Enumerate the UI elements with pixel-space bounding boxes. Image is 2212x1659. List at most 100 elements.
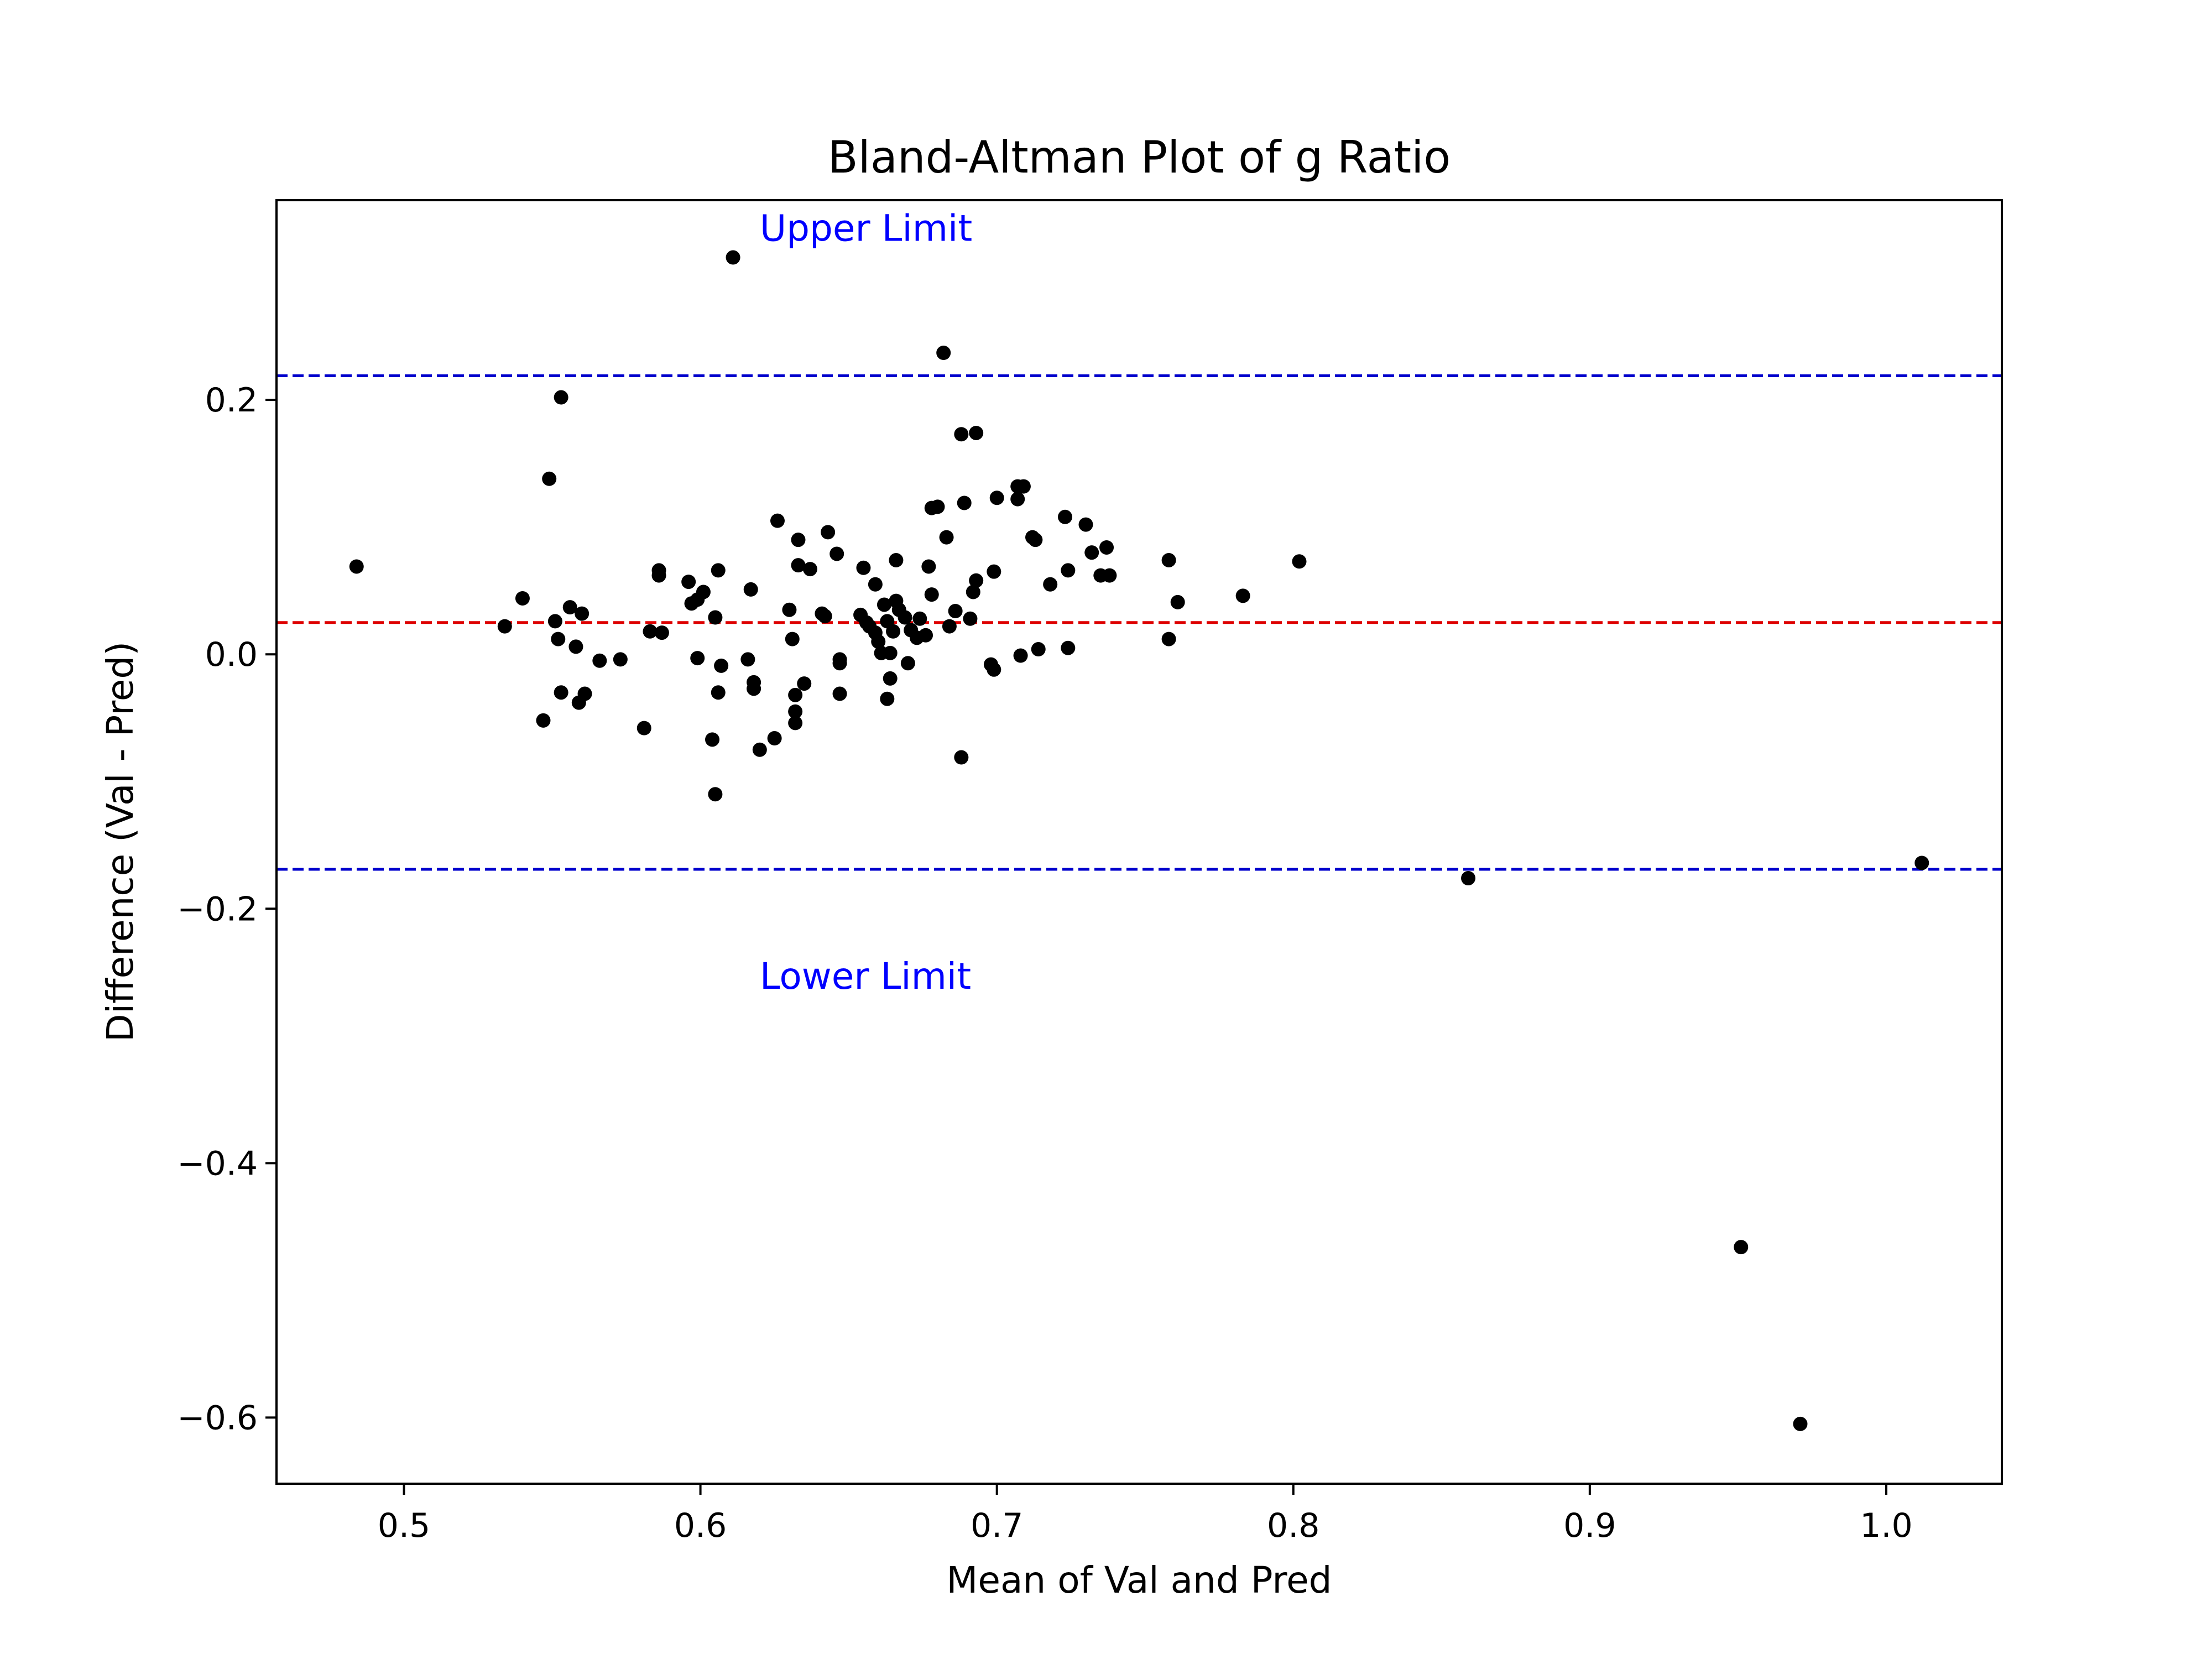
data-point — [1061, 640, 1076, 655]
data-point — [782, 602, 797, 617]
data-point — [1031, 642, 1046, 657]
data-point — [883, 645, 898, 660]
data-point — [1057, 509, 1072, 524]
data-point — [912, 611, 927, 626]
data-point — [1292, 554, 1307, 569]
data-point — [554, 390, 568, 405]
x-axis-label: Mean of Val and Pred — [946, 1559, 1332, 1601]
y-tick-label: 0.2 — [205, 381, 258, 420]
data-point — [547, 614, 562, 629]
data-point — [654, 625, 669, 640]
data-point — [752, 742, 767, 757]
data-point — [497, 619, 512, 634]
data-point — [1078, 517, 1093, 532]
data-point — [954, 750, 969, 765]
x-tick-label: 0.5 — [378, 1506, 430, 1545]
data-point — [877, 597, 891, 612]
annotations: Upper Limit Lower Limit — [760, 207, 972, 998]
data-point — [969, 425, 984, 440]
data-point — [562, 600, 577, 615]
x-tick-label: 0.6 — [674, 1506, 727, 1545]
data-point — [989, 491, 1004, 505]
y-tick-label: −0.2 — [177, 890, 258, 928]
data-point — [651, 568, 666, 583]
data-point — [791, 533, 806, 547]
data-point — [575, 606, 589, 621]
data-point — [708, 610, 723, 625]
x-tick-label: 0.8 — [1267, 1506, 1319, 1545]
data-point — [919, 628, 933, 643]
data-point — [966, 585, 980, 599]
data-point — [1914, 855, 1929, 870]
data-point — [767, 731, 782, 746]
data-point — [797, 676, 812, 691]
data-point — [1061, 563, 1076, 578]
data-point — [868, 577, 883, 592]
data-point — [747, 675, 761, 690]
data-point — [957, 495, 972, 510]
y-tick-label: −0.4 — [177, 1144, 258, 1183]
data-point — [708, 787, 723, 802]
y-tick-label: −0.6 — [177, 1399, 258, 1437]
data-point — [788, 687, 803, 702]
data-point — [1013, 648, 1028, 663]
data-point — [696, 585, 711, 599]
data-point — [871, 634, 886, 649]
data-point — [963, 611, 978, 626]
data-point — [1010, 492, 1025, 507]
data-point — [1235, 588, 1250, 603]
data-point — [1084, 545, 1099, 560]
data-point — [542, 471, 557, 486]
data-point — [613, 652, 628, 667]
data-point — [743, 582, 758, 597]
data-point — [1170, 594, 1185, 609]
data-point — [832, 686, 847, 701]
data-point — [1028, 533, 1043, 547]
data-point — [770, 513, 785, 528]
data-point — [821, 525, 836, 540]
data-point — [1793, 1416, 1808, 1431]
data-point — [817, 609, 832, 624]
data-point — [711, 563, 726, 578]
y-tick-label: 0.0 — [205, 635, 258, 674]
data-point — [349, 559, 364, 574]
plot-area-frame — [275, 199, 2003, 1485]
data-point — [1161, 632, 1176, 646]
data-point — [948, 603, 963, 618]
data-point — [880, 691, 895, 706]
data-point — [883, 671, 898, 686]
x-tick-label: 0.7 — [971, 1506, 1023, 1545]
chart-title: Bland-Altman Plot of g Ratio — [828, 132, 1451, 183]
data-point — [568, 639, 583, 654]
y-axis: 0.2 0.0 −0.2 −0.4 −0.6 — [177, 381, 276, 1437]
reference-lines — [276, 374, 2002, 871]
data-point — [898, 610, 912, 625]
data-point — [954, 427, 969, 442]
data-point — [690, 651, 705, 666]
data-point — [536, 713, 551, 728]
data-point — [856, 560, 871, 575]
data-point — [924, 587, 939, 602]
data-point — [1734, 1240, 1749, 1255]
data-point — [1016, 479, 1031, 494]
data-point — [886, 624, 901, 639]
data-point — [939, 530, 954, 545]
data-point — [1161, 552, 1176, 567]
data-point — [637, 721, 651, 735]
data-point — [921, 559, 936, 574]
data-point — [900, 656, 915, 671]
data-point — [681, 575, 696, 589]
data-point — [969, 573, 984, 588]
data-point — [889, 552, 904, 567]
x-tick-label: 1.0 — [1860, 1506, 1912, 1545]
data-point — [832, 656, 847, 671]
data-point — [714, 658, 729, 673]
data-point — [1461, 871, 1476, 886]
data-point — [1043, 577, 1058, 592]
data-point — [740, 652, 755, 667]
data-point — [554, 685, 568, 700]
y-axis-label: Difference (Val - Pred) — [99, 641, 142, 1042]
data-point — [802, 562, 817, 577]
